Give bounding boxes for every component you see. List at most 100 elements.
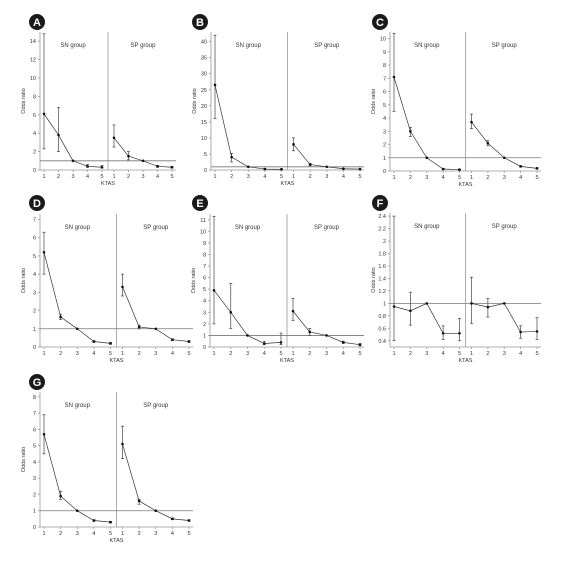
data-point — [341, 341, 345, 344]
y-tick-label: 2 — [203, 322, 206, 328]
panel-badge-circle — [29, 14, 45, 30]
x-axis-label: KTAS — [459, 358, 473, 364]
panel-badge: E — [192, 195, 208, 211]
series-name-label: SN group — [65, 225, 91, 231]
x-tick-label: 4 — [442, 175, 445, 181]
data-point — [187, 340, 191, 343]
series-sp-group: SP group — [470, 224, 539, 340]
y-tick-label: 12 — [30, 58, 36, 64]
y-tick-label: 5 — [204, 152, 207, 158]
x-tick-label: 5 — [535, 175, 538, 181]
x-tick-label: 4 — [519, 175, 522, 181]
x-tick-label: 4 — [171, 351, 174, 357]
data-point — [458, 331, 461, 335]
x-axis-label: KTAS — [110, 538, 124, 544]
panel-badge: A — [29, 14, 45, 30]
y-tick-label: 2 — [383, 239, 386, 245]
series-name-label: SP group — [131, 43, 157, 49]
x-tick-label: 5 — [280, 174, 283, 180]
x-tick-label: 4 — [519, 351, 522, 357]
data-point — [246, 165, 250, 169]
y-tick-label: 11 — [200, 218, 206, 224]
y-tick-label: 6 — [33, 113, 36, 119]
data-point — [308, 163, 312, 166]
y-tick-label: 2 — [383, 143, 386, 149]
x-tick-label: 2 — [59, 531, 62, 537]
panel-badge: C — [372, 14, 388, 30]
y-tick-label: 4 — [33, 131, 36, 137]
panel-label: G — [33, 377, 42, 389]
y-tick-label: 0 — [383, 169, 386, 175]
series-line — [293, 144, 361, 170]
panel-badge: D — [29, 195, 45, 211]
series-name-label: SN group — [60, 43, 86, 49]
x-tick-label: 3 — [503, 351, 506, 357]
y-tick-label: 5 — [33, 444, 36, 450]
data-point — [42, 432, 46, 436]
data-point — [535, 330, 539, 333]
y-tick-label: 0 — [33, 345, 36, 351]
panel-badge-circle — [372, 195, 388, 211]
y-tick-label: 6 — [203, 276, 206, 282]
x-tick-label: 1 — [392, 351, 395, 357]
panel-label: C — [376, 17, 384, 29]
x-tick-label: 2 — [229, 351, 232, 357]
panel-badge: G — [29, 374, 45, 390]
data-point — [519, 330, 522, 334]
series-name-label: SP group — [314, 225, 340, 231]
y-tick-label: 8 — [203, 252, 206, 258]
x-tick-label: 1 — [42, 174, 45, 180]
series-line — [43, 434, 111, 523]
data-point — [230, 155, 233, 159]
series-line — [292, 310, 361, 346]
y-axis-label: Odds ratio — [191, 268, 197, 293]
x-tick-label: 2 — [486, 351, 489, 357]
y-tick-label: 0 — [203, 345, 206, 351]
x-tick-label: 3 — [71, 174, 74, 180]
x-tick-label: 3 — [141, 174, 144, 180]
data-point — [325, 165, 329, 169]
series-name-label: SP group — [492, 224, 518, 230]
data-point — [263, 167, 267, 171]
panel-label: D — [33, 198, 41, 210]
data-point — [279, 341, 283, 344]
data-point — [75, 327, 79, 331]
data-point — [246, 334, 249, 337]
y-tick-label: 3 — [383, 129, 386, 135]
y-tick-label: 3 — [203, 310, 206, 316]
y-tick-label: 8 — [383, 63, 386, 69]
y-tick-label: 0.8 — [378, 314, 386, 320]
data-point — [342, 167, 345, 171]
panel-label: B — [196, 17, 204, 29]
y-tick-label: 2 — [33, 309, 36, 315]
x-tick-label: 2 — [127, 174, 130, 180]
y-tick-label: 4 — [33, 460, 36, 466]
data-point — [502, 302, 506, 305]
y-tick-label: 8 — [33, 395, 36, 401]
data-point — [229, 311, 233, 314]
data-point — [112, 136, 116, 140]
series-name-label: SN group — [414, 224, 440, 230]
data-point — [86, 165, 89, 168]
series-name-label: SP group — [314, 43, 340, 49]
y-tick-label: 9 — [383, 50, 386, 56]
data-point — [57, 133, 60, 137]
data-point — [100, 165, 104, 169]
x-tick-label: 1 — [42, 351, 45, 357]
y-tick-label: 0.4 — [378, 339, 386, 345]
series-line — [214, 84, 282, 170]
y-tick-label: 14 — [30, 39, 36, 45]
data-point — [71, 159, 75, 163]
x-tick-label: 1 — [121, 531, 124, 537]
y-tick-label: 6 — [33, 236, 36, 242]
x-tick-label: 5 — [458, 175, 461, 181]
x-tick-label: 2 — [486, 175, 489, 181]
x-tick-label: 4 — [92, 351, 95, 357]
data-point — [121, 285, 124, 289]
series-sp-group: SP group — [470, 43, 539, 170]
x-tick-label: 5 — [279, 351, 282, 357]
data-point — [425, 302, 429, 305]
series-sn-group: SN group — [392, 32, 461, 171]
